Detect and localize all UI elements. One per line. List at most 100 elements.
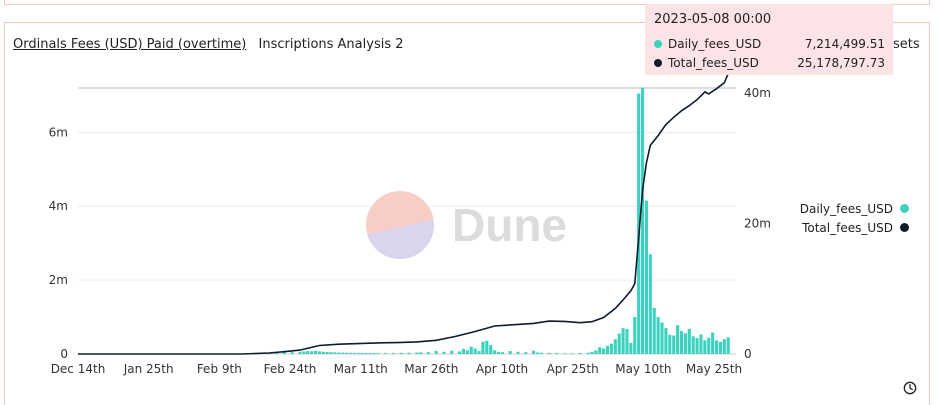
daily-fee-bar[interactable]: [555, 353, 559, 354]
daily-fee-bar[interactable]: [563, 353, 567, 354]
daily-fee-bar[interactable]: [360, 352, 364, 354]
daily-fee-bar[interactable]: [621, 328, 625, 354]
daily-fee-bar[interactable]: [683, 333, 687, 354]
daily-fee-bar[interactable]: [356, 352, 360, 354]
daily-fee-bar[interactable]: [547, 352, 551, 354]
daily-fee-bar[interactable]: [633, 317, 637, 354]
daily-fee-bar[interactable]: [465, 350, 469, 354]
daily-fee-bar[interactable]: [722, 339, 726, 354]
daily-fee-bar[interactable]: [578, 353, 582, 354]
daily-fee-bar[interactable]: [458, 351, 462, 354]
daily-fee-bar[interactable]: [384, 353, 388, 354]
daily-fee-bar[interactable]: [672, 335, 676, 354]
daily-fee-bar[interactable]: [613, 339, 617, 354]
daily-fee-bar[interactable]: [345, 352, 349, 354]
daily-fee-bar[interactable]: [399, 352, 403, 354]
daily-fee-bar[interactable]: [590, 351, 594, 354]
daily-fee-bar[interactable]: [691, 336, 695, 354]
daily-fee-bar[interactable]: [714, 340, 719, 354]
daily-fee-bar[interactable]: [598, 347, 602, 354]
daily-fee-bar[interactable]: [372, 353, 376, 354]
daily-fee-bar[interactable]: [687, 328, 691, 354]
daily-fee-bar[interactable]: [321, 351, 325, 354]
daily-fee-bar[interactable]: [275, 352, 279, 354]
daily-fee-bar[interactable]: [516, 351, 520, 354]
daily-fee-bar[interactable]: [282, 352, 286, 354]
daily-fee-bar[interactable]: [652, 307, 656, 354]
daily-fee-bar[interactable]: [668, 334, 672, 354]
daily-fee-bar[interactable]: [450, 350, 454, 354]
daily-fee-bar[interactable]: [485, 340, 489, 354]
daily-fee-bar[interactable]: [391, 353, 395, 354]
daily-fee-bar[interactable]: [508, 351, 512, 354]
daily-fee-bar[interactable]: [648, 254, 652, 354]
daily-fee-bar[interactable]: [426, 352, 430, 354]
daily-fee-bar[interactable]: [419, 352, 423, 354]
daily-fee-bar[interactable]: [594, 350, 598, 354]
daily-fee-bar[interactable]: [489, 345, 493, 354]
daily-fee-bar[interactable]: [298, 351, 302, 354]
hover-tooltip: 2023-05-08 00:00 Daily_fees_USD 7,214,49…: [645, 4, 893, 75]
daily-fee-bar[interactable]: [493, 350, 497, 354]
watermark-text: Dune: [452, 199, 567, 251]
daily-fee-bar[interactable]: [699, 334, 703, 354]
daily-fee-bar[interactable]: [364, 353, 368, 354]
daily-fee-bar[interactable]: [407, 352, 411, 354]
daily-fee-bar[interactable]: [609, 343, 613, 354]
daily-fee-bar[interactable]: [679, 331, 684, 354]
daily-fee-bar[interactable]: [325, 351, 329, 354]
daily-fee-bar[interactable]: [524, 352, 528, 354]
daily-fee-bar[interactable]: [625, 328, 629, 354]
daily-fee-bar[interactable]: [570, 353, 575, 354]
daily-fee-bar[interactable]: [329, 352, 333, 354]
daily-fee-bar[interactable]: [637, 93, 641, 355]
daily-fee-bar[interactable]: [376, 353, 380, 354]
daily-fee-bar[interactable]: [605, 345, 610, 354]
daily-fee-bar[interactable]: [415, 352, 419, 354]
daily-fee-bar[interactable]: [500, 352, 504, 354]
daily-fee-bar[interactable]: [313, 350, 318, 354]
legend-item-total[interactable]: Total_fees_USD: [800, 218, 909, 237]
daily-fee-bar[interactable]: [442, 351, 446, 354]
daily-fee-bar[interactable]: [333, 352, 337, 354]
daily-fee-bar[interactable]: [496, 351, 501, 354]
daily-fee-bar[interactable]: [310, 351, 314, 354]
daily-fee-bar[interactable]: [481, 341, 485, 354]
daily-fee-bar[interactable]: [473, 348, 477, 354]
daily-fee-bar[interactable]: [290, 352, 294, 354]
chart-title-link[interactable]: Ordinals Fees (USD) Paid (overtime): [13, 37, 247, 52]
daily-fee-bar[interactable]: [660, 322, 664, 354]
daily-fee-bar[interactable]: [602, 348, 606, 354]
daily-fee-bar[interactable]: [703, 340, 707, 354]
daily-fee-bar[interactable]: [629, 342, 633, 354]
daily-fee-bar[interactable]: [306, 351, 310, 354]
daily-fee-bar[interactable]: [656, 317, 660, 354]
daily-fee-bar[interactable]: [337, 352, 341, 354]
legend-item-daily[interactable]: Daily_fees_USD: [800, 199, 909, 218]
daily-fee-bar[interactable]: [695, 338, 699, 354]
daily-fee-bar[interactable]: [368, 353, 372, 354]
clock-icon[interactable]: [903, 381, 917, 395]
daily-fee-bar[interactable]: [535, 352, 539, 354]
daily-fee-bar[interactable]: [531, 350, 536, 354]
daily-fee-bar[interactable]: [711, 332, 715, 354]
daily-fee-bar[interactable]: [664, 328, 668, 354]
daily-fee-bar[interactable]: [640, 87, 645, 354]
daily-fee-bar[interactable]: [341, 352, 345, 354]
daily-fee-bar[interactable]: [707, 337, 711, 354]
daily-fee-bar[interactable]: [726, 337, 730, 354]
daily-fee-bar[interactable]: [644, 200, 649, 354]
daily-fee-bar[interactable]: [302, 351, 306, 354]
daily-fee-bar[interactable]: [461, 348, 466, 354]
daily-fee-bar[interactable]: [469, 346, 473, 354]
daily-fee-bar[interactable]: [434, 351, 438, 354]
daily-fee-bar[interactable]: [348, 352, 353, 354]
daily-fee-bar[interactable]: [539, 352, 543, 354]
daily-fee-bar[interactable]: [676, 325, 680, 354]
daily-fee-bar[interactable]: [718, 341, 722, 354]
daily-fee-bar[interactable]: [586, 352, 590, 354]
daily-fee-bar[interactable]: [477, 351, 481, 354]
daily-fee-bar[interactable]: [317, 351, 321, 354]
daily-fee-bar[interactable]: [352, 352, 356, 354]
daily-fee-bar[interactable]: [617, 333, 621, 354]
